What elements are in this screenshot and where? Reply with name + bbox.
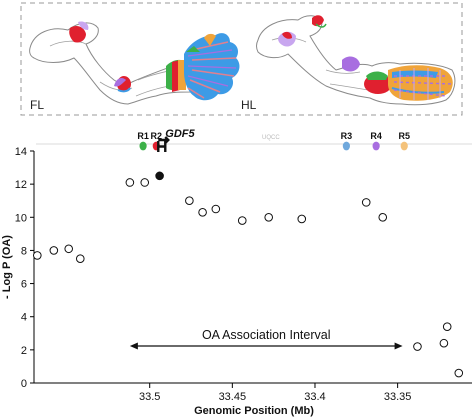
snp-point	[264, 212, 274, 222]
x-tick-label: 33.35	[384, 391, 412, 403]
forelimb-label: FL	[30, 98, 44, 112]
region-label: R4	[370, 131, 382, 141]
y-ticks: 0 2 4 6 8 10 12 14	[15, 146, 34, 390]
y-tick-label: 14	[15, 146, 27, 158]
snp-point	[361, 198, 371, 207]
snp-point	[378, 212, 388, 222]
track-gene-label: UQCC	[262, 135, 280, 141]
region-label: R5	[398, 131, 410, 141]
snp-point	[211, 204, 221, 214]
snp-point	[185, 196, 194, 206]
x-tick-label: 33.5	[139, 391, 160, 403]
gdf5-marker: GDF5	[157, 128, 195, 152]
hindlimb-drawing: HL	[241, 15, 456, 112]
interval-arrowhead-right	[394, 342, 403, 350]
forelimb-shoulder	[69, 26, 86, 43]
snp-point	[75, 254, 85, 264]
snp-point	[413, 342, 422, 351]
region-marker	[342, 141, 350, 151]
y-tick-label: 4	[21, 312, 27, 324]
snp-point	[64, 244, 74, 254]
snp-point	[49, 246, 59, 255]
snp-point	[125, 178, 135, 187]
region-label: R2	[151, 131, 163, 141]
y-tick-label: 6	[21, 279, 27, 291]
oa-interval: OA Association Interval	[129, 328, 403, 350]
forelimb-inner-bone	[49, 40, 183, 97]
x-ticks: 33.5 33.45 33.4 33.35	[139, 383, 411, 403]
snp-point	[442, 322, 452, 331]
y-tick-label: 0	[21, 378, 27, 390]
hindlimb-label: HL	[241, 98, 257, 112]
y-tick-label: 10	[15, 212, 27, 224]
x-tick-label: 33.45	[219, 391, 247, 403]
interval-label: OA Association Interval	[202, 328, 331, 342]
lead-snp-point	[155, 171, 164, 181]
regulatory-regions: R1 R2 R3 R4 R5	[137, 131, 410, 151]
snp-point	[297, 214, 307, 224]
forelimb-drawing: FL	[29, 21, 240, 112]
plot-area: UQCC 0 2 4 6 8 10 12 14 33.5 33.45 33.4 33.35 - Lo…	[1, 128, 472, 417]
region-marker	[139, 141, 147, 151]
x-tick-label: 33.4	[304, 391, 325, 403]
limb-illustration: FL HL	[20, 2, 463, 116]
data-points	[33, 171, 464, 378]
snp-point	[237, 216, 247, 225]
snp-point	[198, 208, 207, 217]
snp-point	[439, 338, 449, 348]
y-tick-label: 2	[21, 345, 27, 357]
y-tick-label: 12	[15, 179, 27, 191]
gene-label: GDF5	[165, 128, 195, 140]
region-marker	[372, 141, 380, 151]
snp-point	[140, 178, 150, 187]
region-label: R1	[137, 131, 149, 141]
region-label: R3	[341, 131, 353, 141]
snp-point	[454, 368, 464, 378]
snp-point	[33, 251, 42, 260]
region-marker	[400, 141, 408, 151]
interval-arrowhead-left	[129, 342, 138, 350]
y-axis-title: - Log P (OA)	[1, 235, 13, 299]
illustration-frame	[20, 2, 463, 116]
x-axis-title: Genomic Position (Mb)	[194, 405, 314, 417]
hindlimb-outline	[256, 15, 456, 106]
gene-symbol	[157, 136, 170, 152]
y-tick-label: 8	[21, 245, 27, 257]
